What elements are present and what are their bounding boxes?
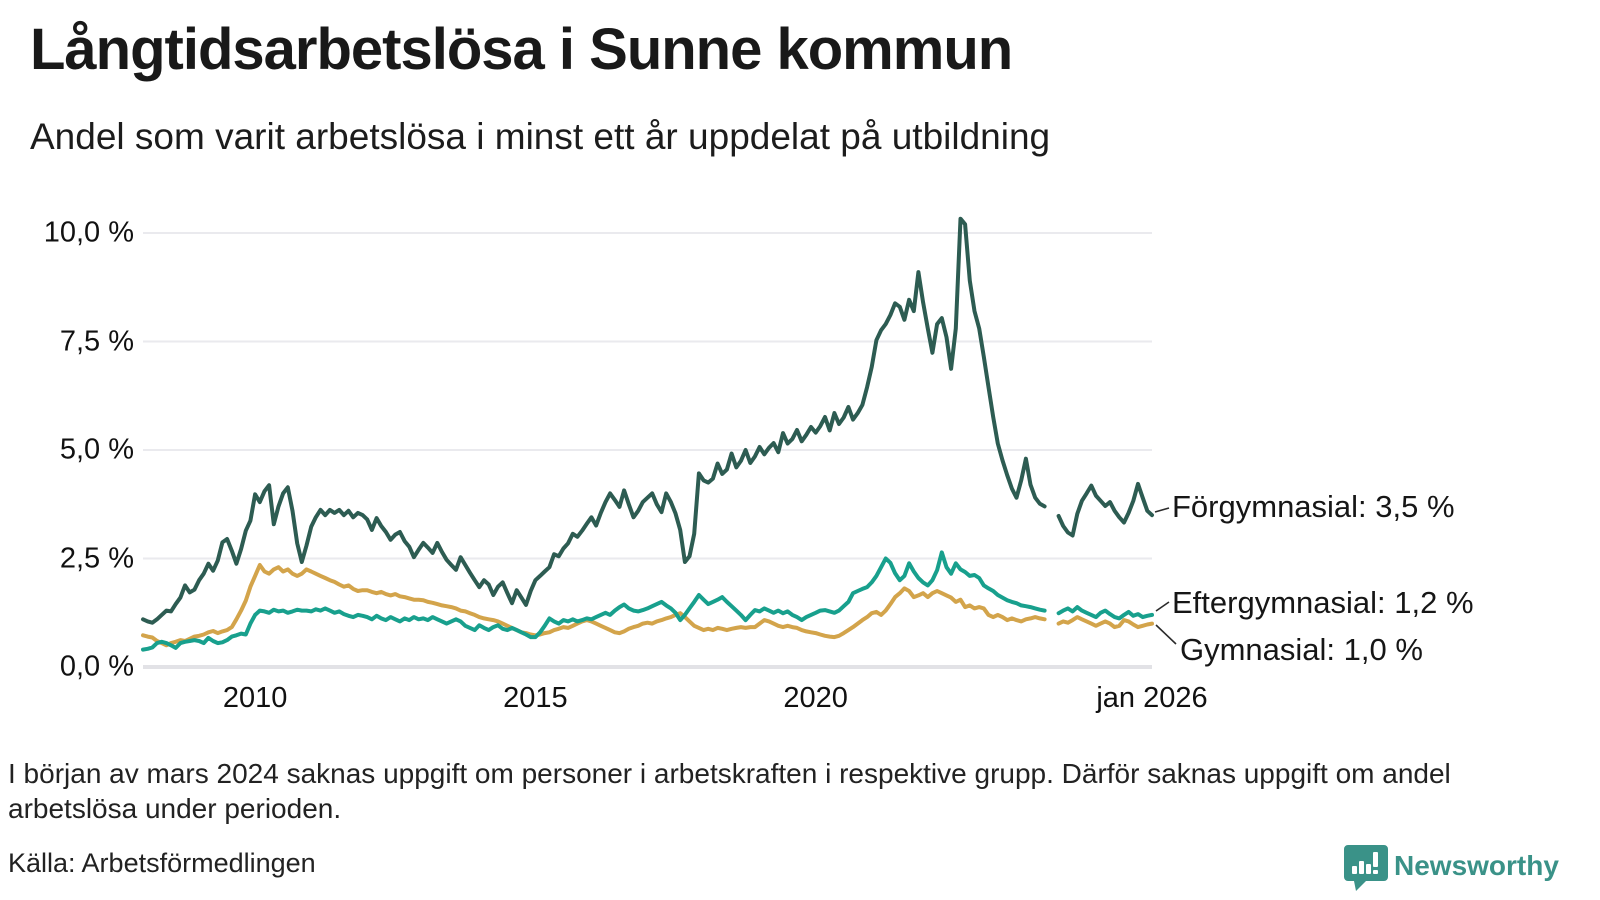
label-connector <box>1154 507 1170 513</box>
footnote: I början av mars 2024 saknas uppgift om … <box>8 758 1451 824</box>
label-connector <box>1155 601 1170 612</box>
y-tick-label: 7,5 % <box>59 325 134 357</box>
x-tick-label: 2015 <box>503 682 568 714</box>
x-tick-label: 2010 <box>222 682 288 714</box>
y-tick-label: 2,5 % <box>59 542 134 574</box>
series-end-label-eftergymnasial: Eftergymnasial: 1,2 % <box>1172 585 1474 620</box>
page-title: Långtidsarbetslösa i Sunne kommun <box>30 17 1013 82</box>
series-line-frgymnasial <box>141 216 1154 625</box>
y-tick-label: 0,0 % <box>59 650 134 683</box>
series-line-eftergymnasial <box>141 550 1154 652</box>
newsworthy-bar-chart-icon <box>1344 845 1388 891</box>
label-connector <box>1155 624 1177 645</box>
series-end-label-gymnasial: Gymnasial: 1,0 % <box>1180 632 1423 667</box>
page-subtitle: Andel som varit arbetslösa i minst ett å… <box>30 116 1051 157</box>
y-tick-label: 5,0 % <box>59 433 134 466</box>
series-end-label-frgymnasial: Förgymnasial: 3,5 % <box>1172 489 1455 524</box>
newsworthy-wordmark: Newsworthy <box>1394 850 1559 881</box>
x-tick-label: 2020 <box>783 682 848 714</box>
series-line-gymnasial <box>141 563 1154 648</box>
x-tick-label: jan 2026 <box>1096 682 1208 714</box>
y-tick-label: 10,0 % <box>43 216 134 249</box>
newsworthy-logo: Newsworthy <box>1344 842 1559 894</box>
source-credit: Källa: Arbetsförmedlingen <box>8 848 316 878</box>
